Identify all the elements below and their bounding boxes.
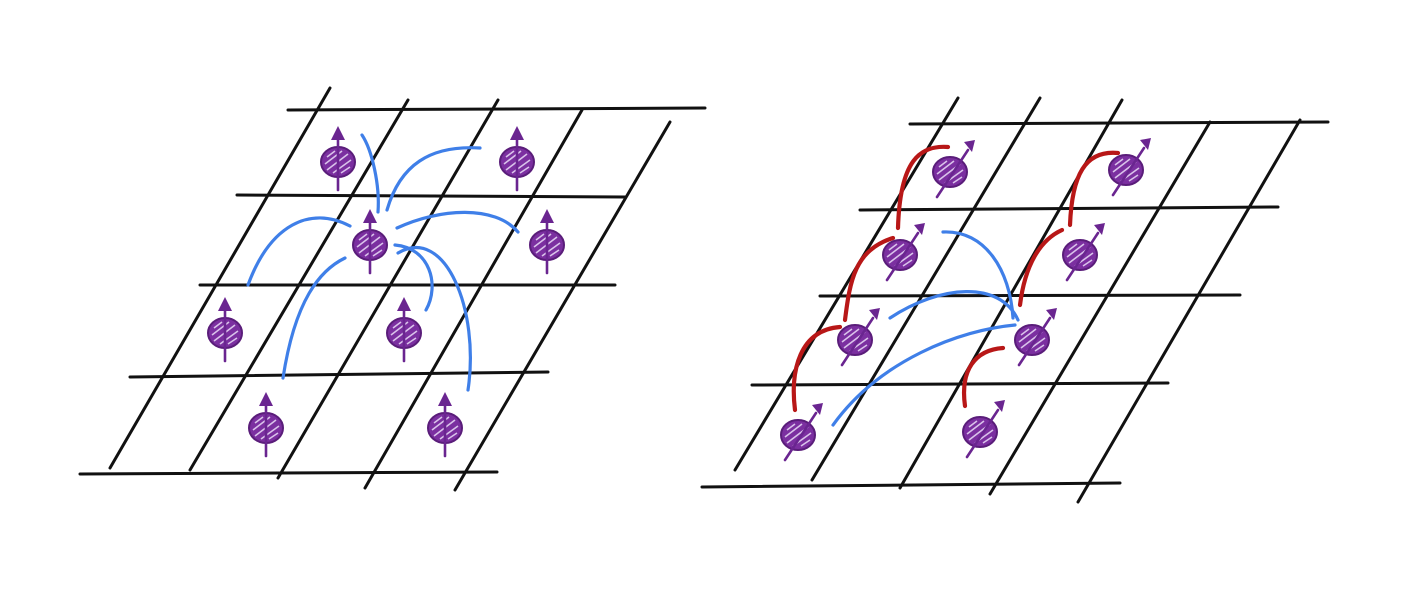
- left-lattice-panel: [78, 86, 707, 492]
- spin-tilted-icon: [961, 398, 1007, 459]
- spin-up-icon: [351, 207, 389, 275]
- spin-tilted-icon: [779, 401, 825, 462]
- spin-tilted-icon: [1107, 136, 1153, 197]
- right-short-range-interactions: [791, 144, 1121, 413]
- spin-up-icon: [319, 124, 357, 192]
- left-long-range-interactions: [246, 133, 520, 392]
- spin-tilted-icon: [1013, 306, 1059, 367]
- spin-up-icon: [247, 390, 285, 458]
- spin-up-icon: [385, 295, 423, 363]
- right-long-range-interactions: [831, 230, 1020, 427]
- spin-up-icon: [528, 207, 566, 275]
- spin-tilted-icon: [1061, 221, 1107, 282]
- left-lattice-grid: [78, 86, 707, 492]
- spin-tilted-icon: [881, 221, 927, 282]
- spin-up-icon: [206, 295, 244, 363]
- right-lattice-panel: [700, 96, 1330, 504]
- spin-up-icon: [498, 124, 536, 192]
- spin-up-icon: [426, 390, 464, 458]
